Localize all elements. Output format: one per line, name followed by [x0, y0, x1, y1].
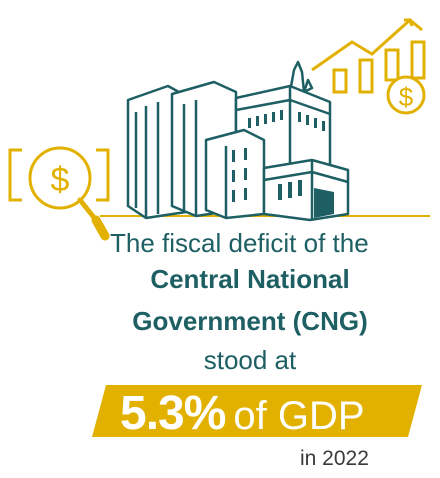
headline-line-1: The fiscal deficit of the [110, 228, 369, 258]
headline-line-4: stood at [203, 345, 297, 375]
government-building-icon [126, 60, 350, 222]
headline-line-2: Central National [150, 264, 350, 294]
gdp-banner: 5.3% of GDP [92, 385, 422, 440]
deficit-unit: of GDP [233, 394, 365, 438]
year-label: in 2022 [300, 447, 369, 470]
banner-text: 5.3% of GDP [120, 386, 365, 441]
svg-text:$: $ [51, 161, 70, 199]
rising-chart-dollar-icon: $ [311, 18, 426, 115]
magnifier-dollar-icon: $ [8, 146, 110, 241]
headline-line-3: Government (CNG) [132, 306, 368, 336]
deficit-value: 5.3% [120, 387, 226, 440]
banner-background [92, 385, 422, 437]
svg-text:$: $ [399, 82, 414, 112]
